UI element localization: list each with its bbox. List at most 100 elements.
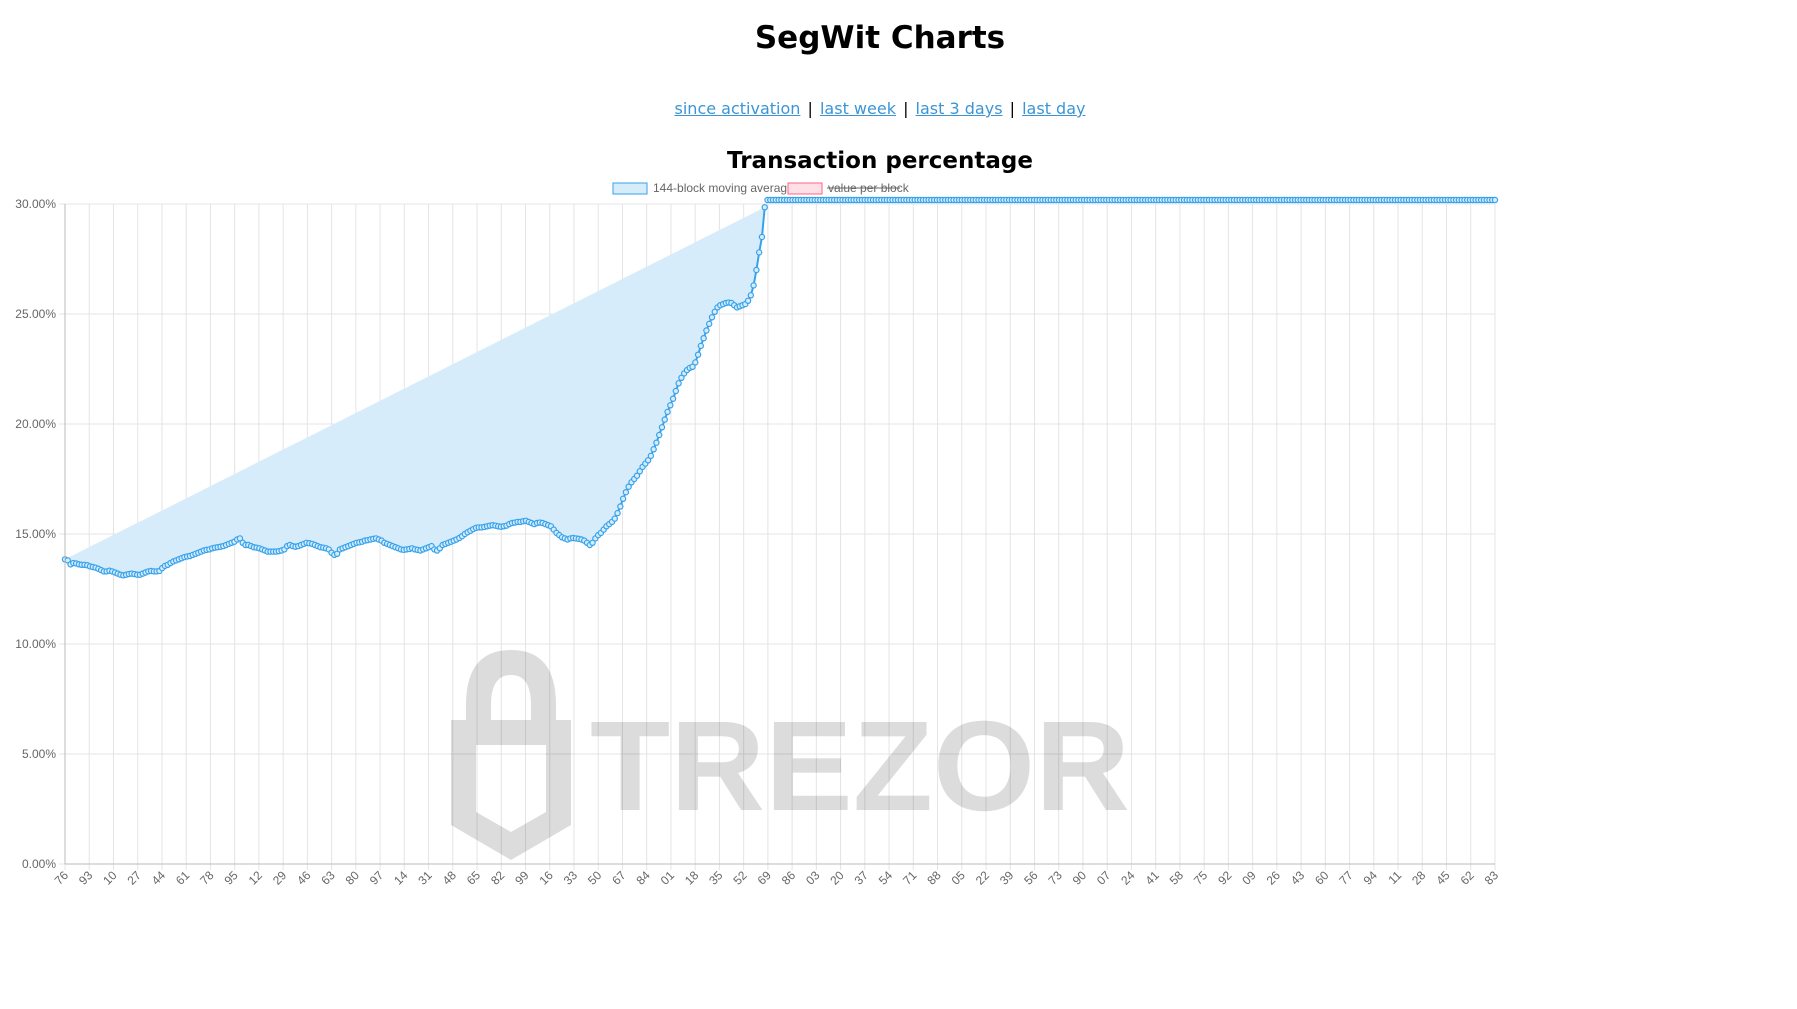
x-tick-label: 65	[464, 868, 484, 888]
x-tick-label: 83	[1482, 868, 1502, 888]
x-tick-label: 29	[270, 868, 290, 888]
x-tick-label: 82	[488, 868, 508, 888]
y-tick-label: 15.00%	[15, 527, 56, 541]
x-tick-label: 75	[1191, 868, 1211, 888]
x-tick-label: 48	[440, 868, 460, 888]
series-points	[61, 196, 1499, 579]
data-point	[619, 495, 627, 502]
x-tick-label: 33	[561, 868, 581, 888]
x-tick-label: 41	[1142, 868, 1162, 888]
data-point	[692, 359, 699, 366]
legend-swatch	[612, 182, 648, 195]
x-tick-label: 35	[706, 868, 726, 888]
data-point	[678, 374, 685, 381]
data-point	[669, 395, 677, 402]
data-point	[633, 472, 641, 479]
legend-item-moving-average[interactable]: 144-block moving average	[612, 181, 794, 195]
nav-separator: |	[903, 99, 909, 118]
data-point	[236, 535, 244, 542]
data-point	[689, 363, 696, 370]
x-tick-label: 39	[997, 868, 1017, 888]
x-tick-label: 61	[173, 868, 193, 888]
x-tick-label: 67	[609, 868, 629, 888]
x-tick-label: 77	[1336, 868, 1356, 888]
x-tick-label: 63	[318, 868, 338, 888]
data-point	[333, 550, 341, 557]
data-point	[697, 342, 705, 350]
x-tick-label: 80	[343, 868, 363, 888]
x-tick-label: 45	[1433, 868, 1453, 888]
data-point	[708, 314, 716, 321]
data-point	[658, 424, 666, 431]
data-point	[747, 292, 755, 299]
data-point	[611, 515, 618, 522]
data-point	[589, 539, 596, 546]
trezor-watermark: TREZOR	[451, 650, 1130, 860]
x-tick-label: 99	[512, 868, 532, 888]
nav-link-since-activation[interactable]: since activation	[674, 99, 801, 118]
data-point	[656, 431, 663, 439]
x-tick-label: 26	[1264, 868, 1284, 888]
data-point	[761, 204, 768, 211]
area-fill	[65, 207, 765, 576]
x-tick-label: 90	[1070, 868, 1090, 888]
legend: 144-block moving average value per block	[612, 181, 910, 195]
data-point	[711, 308, 718, 316]
x-tick-label: 03	[803, 868, 823, 888]
x-tick-label: 58	[1167, 868, 1187, 888]
x-tick-label: 09	[1239, 868, 1259, 888]
data-point	[758, 233, 766, 241]
x-tick-label: 97	[367, 868, 387, 888]
x-tick-label: 07	[1094, 868, 1114, 888]
nav-link-last-3-days[interactable]: last 3 days	[915, 99, 1003, 118]
x-tick-label: 11	[1385, 868, 1404, 887]
data-point	[675, 380, 682, 387]
x-tick-label: 12	[246, 868, 266, 888]
x-tick-label: 46	[294, 868, 314, 888]
x-tick-label: 14	[391, 868, 411, 888]
x-tick-label: 44	[149, 868, 169, 888]
data-point	[650, 446, 657, 453]
lock-icon	[451, 650, 571, 860]
nav-link-last-day[interactable]: last day	[1022, 99, 1086, 118]
data-point	[700, 334, 707, 342]
x-tick-label: 52	[730, 868, 750, 888]
x-tick-label: 05	[949, 868, 969, 888]
x-tick-label: 01	[658, 868, 678, 888]
x-tick-label: 78	[197, 868, 217, 888]
data-point	[1491, 196, 1499, 204]
data-point	[672, 387, 680, 395]
chart-container: TREZOR 0.00% 5.00% 10.00% 15.00% 20.00% 25.00…	[0, 181, 1797, 1009]
x-tick-label: 50	[585, 868, 605, 888]
legend-item-value-per-block[interactable]: value per block	[787, 181, 910, 195]
x-tick-label: 60	[1312, 868, 1332, 888]
data-point	[661, 416, 668, 423]
line-chart: TREZOR 0.00% 5.00% 10.00% 15.00% 20.00% 25.00…	[15, 181, 1502, 888]
nav-separator: |	[807, 99, 813, 118]
x-tick-label: 18	[682, 868, 702, 888]
x-tick-label: 16	[537, 868, 557, 888]
y-tick-label: 10.00%	[15, 637, 56, 651]
x-tick-label: 20	[827, 868, 847, 888]
nav-link-last-week[interactable]: last week	[819, 99, 896, 118]
x-tick-label: 37	[852, 868, 872, 888]
data-point	[750, 282, 757, 289]
data-point	[664, 408, 671, 416]
x-tick-label: 86	[779, 868, 799, 888]
x-tick-label: 27	[124, 868, 144, 888]
data-point	[755, 249, 763, 256]
data-point	[636, 468, 643, 475]
x-tick-label: 22	[973, 868, 993, 888]
data-point	[703, 327, 710, 334]
legend-swatch	[787, 182, 823, 195]
chart-title: Transaction percentage	[727, 148, 1033, 174]
x-tick-label: 31	[415, 868, 435, 888]
y-tick-label: 5.00%	[22, 747, 56, 761]
data-point	[705, 320, 713, 328]
data-point	[644, 457, 652, 464]
x-tick-label: 94	[1361, 868, 1381, 888]
x-tick-label: 54	[876, 868, 896, 888]
data-point	[647, 452, 655, 460]
x-tick-label: 73	[1046, 868, 1066, 888]
x-tick-label: 95	[221, 868, 241, 888]
